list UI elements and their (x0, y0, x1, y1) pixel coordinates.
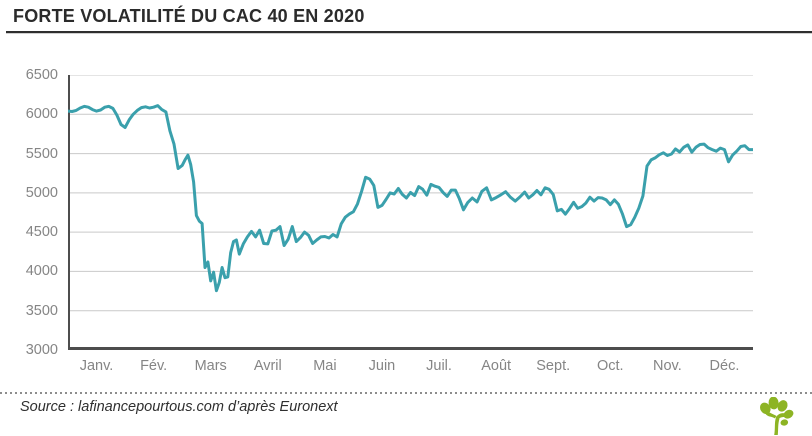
x-tick-label: Oct. (596, 358, 624, 374)
y-tick-label: 5000 (25, 184, 58, 201)
cac40-series-line (68, 104, 753, 293)
source-text: Source : lafinancepourtous.com d’après E… (20, 399, 338, 415)
x-tick-label: Mai (313, 358, 337, 374)
footer-divider (0, 392, 812, 394)
x-tick-label: Sept. (536, 358, 571, 374)
x-tick-label: Juil. (426, 358, 452, 374)
y-tick-label: 5500 (25, 145, 58, 162)
x-tick-label: Avril (253, 358, 282, 374)
x-tick-label: Fév. (140, 358, 168, 374)
x-tick-label: Août (481, 358, 512, 374)
x-tick-label: Déc. (709, 358, 740, 374)
y-tick-label: 3500 (25, 302, 58, 319)
y-tick-label: 3000 (25, 342, 58, 358)
y-tick-label: 6500 (25, 67, 58, 83)
x-tick-label: Juin (368, 358, 396, 374)
price-line-plot (68, 75, 753, 350)
x-tick-label: Nov. (653, 358, 682, 374)
title-divider-shadow (6, 33, 812, 34)
x-tick-label: Mars (194, 358, 227, 374)
y-tick-label: 4000 (25, 263, 58, 280)
y-tick-label: 6000 (25, 106, 58, 123)
x-tick-label: Janv. (79, 358, 114, 374)
plot-area (68, 75, 753, 350)
title-divider (6, 31, 812, 33)
y-tick-label: 4500 (25, 224, 58, 241)
lafinancepourtous-tree-logo (760, 397, 794, 435)
chart-title: FORTE VOLATILITÉ DU CAC 40 EN 2020 (13, 6, 365, 26)
